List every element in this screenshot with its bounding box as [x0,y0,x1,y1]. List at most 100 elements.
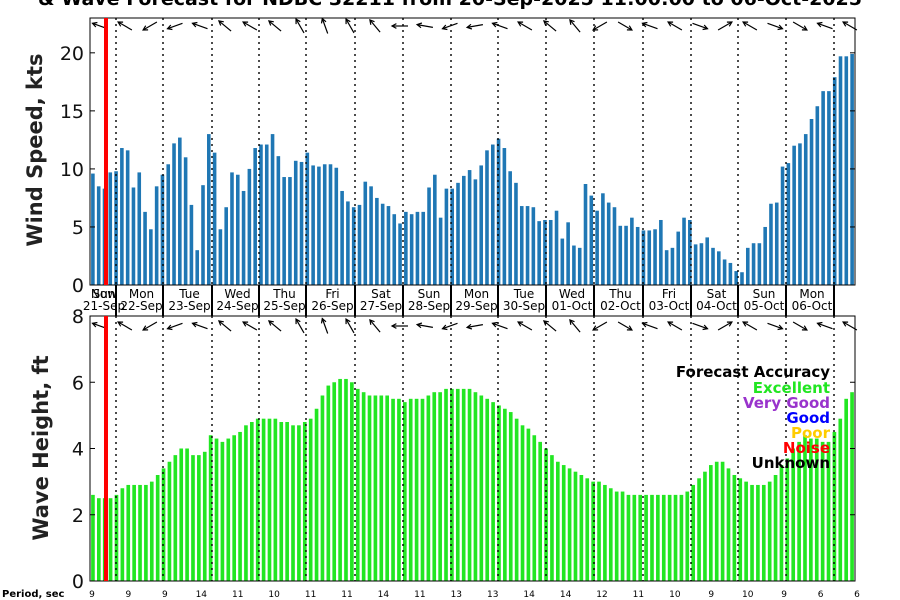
direction-arrowhead [842,21,849,27]
day-date-label: 04-Oct [696,299,737,313]
direction-arrow [692,322,708,330]
wind-bar [235,174,240,285]
direction-arrowhead [369,318,375,325]
wave-bar [455,388,460,582]
direction-arrow [742,321,758,331]
direction-arrowhead [667,21,674,27]
wind-bar [120,148,124,285]
direction-arrowhead [542,20,549,26]
wave-bar [508,412,513,581]
day-date-label: 05-Oct [744,299,785,313]
day-name-label: Tue [513,287,535,301]
day-name-label: Fri [662,287,676,301]
wave-bar [179,448,184,581]
direction-arrowhead [345,18,351,25]
wave-bar [709,465,713,581]
direction-arrowhead [441,24,448,31]
y-tick-label: 5 [72,217,84,239]
wind-bar [415,211,420,285]
direction-arrow [268,20,282,32]
wind-bar [711,247,715,285]
legend-item: Unknown [752,454,830,472]
wave-bar [503,408,507,581]
direction-arrow [767,322,783,330]
wind-bar [705,237,710,285]
direction-arrowhead [369,18,375,25]
direction-arrowhead [320,317,327,324]
direction-arrowhead [415,322,423,329]
wind-bar [433,174,437,285]
wave-bar [291,425,295,581]
direction-arrowhead [777,324,784,331]
wave-bar [820,441,825,582]
direction-arrow [617,21,633,31]
day-name-label: Sun [753,287,776,301]
direction-arrowhead [667,321,674,327]
wave-bar [608,488,613,581]
wave-bar [573,471,578,581]
direction-arrow [416,324,434,328]
wave-bar [667,494,672,582]
wave-bar [726,468,731,582]
direction-arrow [767,22,783,30]
direction-arrow [817,22,833,30]
wave-bar [250,422,254,581]
direction-arrow [192,22,208,30]
wind-bar [351,207,356,285]
wind-bar [299,161,304,285]
wave-bar [197,455,201,582]
wind-bar [734,271,738,285]
wind-bar [288,177,292,285]
day-name-label: Sun [93,287,116,301]
wind-bar [386,206,391,285]
direction-arrow [295,18,305,34]
period-value: 11 [633,590,644,600]
direction-arrowhead [542,320,549,326]
wave-bar [232,435,236,581]
wave-bar [238,431,242,581]
wave-bar [202,451,207,581]
direction-arrow [592,21,608,31]
wave-bar [320,395,325,581]
direction-arrowhead [91,321,98,328]
direction-arrowhead [242,321,249,327]
wind-bar [427,187,431,285]
wind-bar [606,202,611,285]
day-name-label: Mon [799,287,824,301]
wind-bar [583,184,588,285]
wave-bar [332,382,337,581]
period-value: 13 [451,590,462,600]
direction-arrowhead [295,18,301,25]
wind-bar [293,160,298,285]
wave-bar [691,484,695,581]
wave-bar [308,418,313,581]
wave-bar [767,481,772,582]
wave-bar [632,494,637,582]
day-date-label: 03-Oct [649,299,690,313]
direction-arrow [167,22,183,30]
direction-arrowhead [626,25,633,31]
wave-bar [791,448,796,581]
direction-arrowhead [726,21,733,27]
wind-bar [815,106,820,285]
wave-bar [614,491,619,581]
wave-bar [214,438,219,581]
wind-bar [450,188,455,285]
wind-bar [688,219,692,285]
direction-arrow [218,320,232,332]
wave-bar [703,471,707,581]
wave-bar [673,494,678,582]
wind-bar [670,247,675,285]
wave-bar [750,484,754,581]
direction-arrowhead [777,24,784,31]
direction-arrow [717,21,733,31]
wave-bar [597,481,601,582]
y-tick-label: 10 [60,159,84,181]
direction-arrow [167,322,183,330]
wave-bar [397,398,401,581]
direction-arrowhead [465,23,473,30]
direction-arrowhead [702,24,709,31]
day-date-label: 22-Sep [120,299,162,313]
wind-bar [375,197,379,285]
